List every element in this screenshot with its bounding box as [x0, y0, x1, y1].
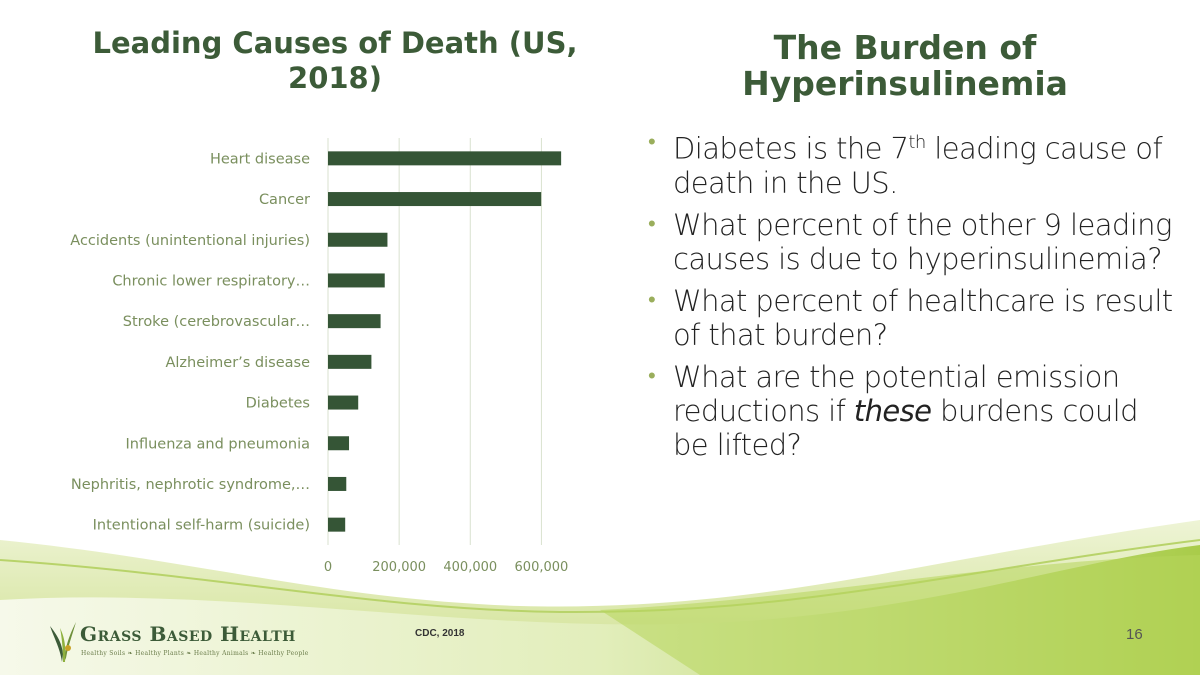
logo-tagline: Healthy Soils ❧ Healthy Plants ❧ Healthy…: [81, 650, 309, 657]
bullet-item: • Diabetes is the 7th leading cause of de…: [646, 126, 1176, 200]
bullet-item: • What percent of healthcare is result of…: [648, 283, 1173, 352]
chart-category-labels: Heart disease Cancer Accidents (unintentio…: [70, 151, 310, 533]
category-label: Accidents (unintentional injuries): [70, 233, 310, 249]
category-label: Stroke (cerebrovascular…: [123, 314, 310, 330]
category-label: Nephritis, nephrotic syndrome,…: [71, 477, 310, 493]
category-label: Alzheimer’s disease: [165, 355, 310, 371]
bullet-dot-icon: •: [648, 287, 656, 313]
source-citation: CDC, 2018: [415, 628, 465, 639]
chart-x-tick-labels: 0 200,000 400,000 600,000: [324, 560, 568, 575]
bullet-list: • Diabetes is the 7th leading cause of de…: [646, 126, 1176, 470]
bullet-dot-icon: •: [648, 130, 656, 155]
bullet-item: • What percent of the other 9 leading cau…: [648, 207, 1172, 276]
x-tick-label: 400,000: [443, 560, 497, 575]
bar: [328, 476, 347, 491]
category-label: Chronic lower respiratory…: [112, 273, 310, 289]
bar: [328, 192, 542, 207]
bar: [328, 354, 372, 369]
category-label: Cancer: [259, 192, 310, 208]
logo-name: Grass Based Health: [80, 622, 296, 646]
chart-title-text: Leading Causes of Death (US, 2018): [92, 26, 578, 95]
category-label: Influenza and pneumonia: [126, 436, 311, 452]
bar: [328, 273, 385, 288]
bar: [328, 517, 346, 532]
bar: [328, 436, 350, 451]
bar: [328, 151, 562, 166]
category-label: Diabetes: [246, 396, 310, 412]
bar-chart: Heart disease Cancer Accidents (unintentio…: [70, 138, 568, 575]
x-tick-label: 600,000: [515, 560, 569, 575]
bullet-dot-icon: •: [648, 211, 656, 237]
page-number: 16: [1126, 626, 1143, 643]
bullet-item: • What are the potential emission reducti…: [648, 359, 1138, 462]
slide-title: The Burden of Hyperinsulinemia: [700, 30, 1110, 102]
grass-leaf-icon: [50, 622, 76, 662]
x-tick-label: 0: [324, 560, 332, 575]
chart-bars: [328, 151, 562, 532]
bar: [328, 395, 359, 410]
bar: [328, 314, 381, 329]
slide-title-text: The Burden of Hyperinsulinemia: [742, 28, 1068, 103]
bar: [328, 232, 388, 247]
chart-title: Leading Causes of Death (US, 2018): [60, 26, 610, 96]
category-label: Intentional self-harm (suicide): [93, 518, 310, 534]
category-label: Heart disease: [210, 151, 310, 167]
x-tick-label: 200,000: [372, 560, 426, 575]
grass-based-health-logo: Grass Based Health Healthy Soils ❧ Healt…: [48, 618, 318, 664]
bullet-dot-icon: •: [648, 363, 656, 389]
